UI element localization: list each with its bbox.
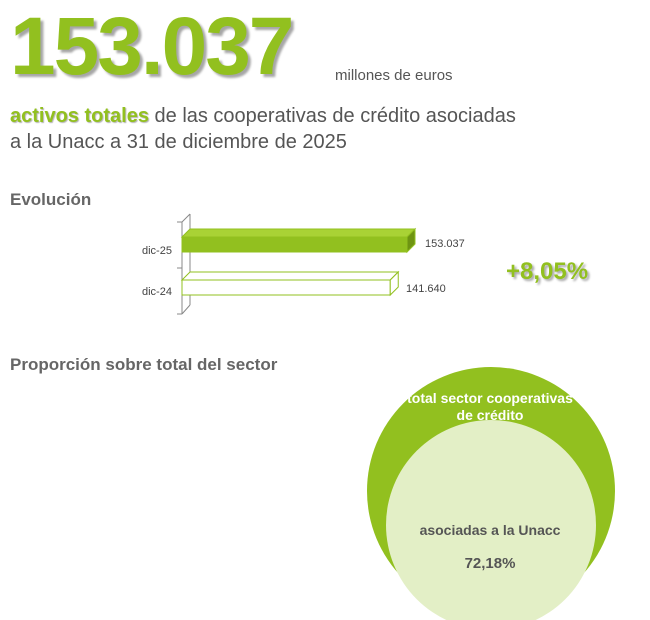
inner-circle-label: asociadas a la Unacc: [419, 522, 561, 538]
inner-circle-value: 72,18%: [464, 555, 516, 572]
change-percentage: +8,05%: [506, 258, 589, 285]
bar-category-label: dic-24: [142, 286, 172, 298]
bar-side: [406, 227, 416, 254]
bar-category-label: dic-25: [142, 245, 172, 257]
evolution-title: Evolución: [10, 190, 92, 209]
bar-value-label: 153.037: [425, 238, 465, 250]
outer-circle-label: total sector cooperativas de crédito: [407, 390, 573, 423]
subtitle-highlight: activos totales: [10, 105, 149, 127]
axis-line: [181, 304, 191, 315]
unit-label: millones de euros: [335, 67, 453, 84]
proportion-title: Proporción sobre total del sector: [10, 355, 278, 374]
subtitle-rest: de las cooperativas de crédito asociadas…: [10, 105, 516, 153]
axis-line: [181, 213, 191, 223]
bar-value-label: 141.640: [406, 283, 446, 295]
big-number: 153.037: [10, 1, 294, 92]
subtitle: activos totales de las cooperativas de c…: [10, 103, 530, 155]
evolution-bar-chart: [177, 213, 417, 315]
bar-side: [389, 270, 399, 297]
inner-circle: [386, 420, 596, 620]
